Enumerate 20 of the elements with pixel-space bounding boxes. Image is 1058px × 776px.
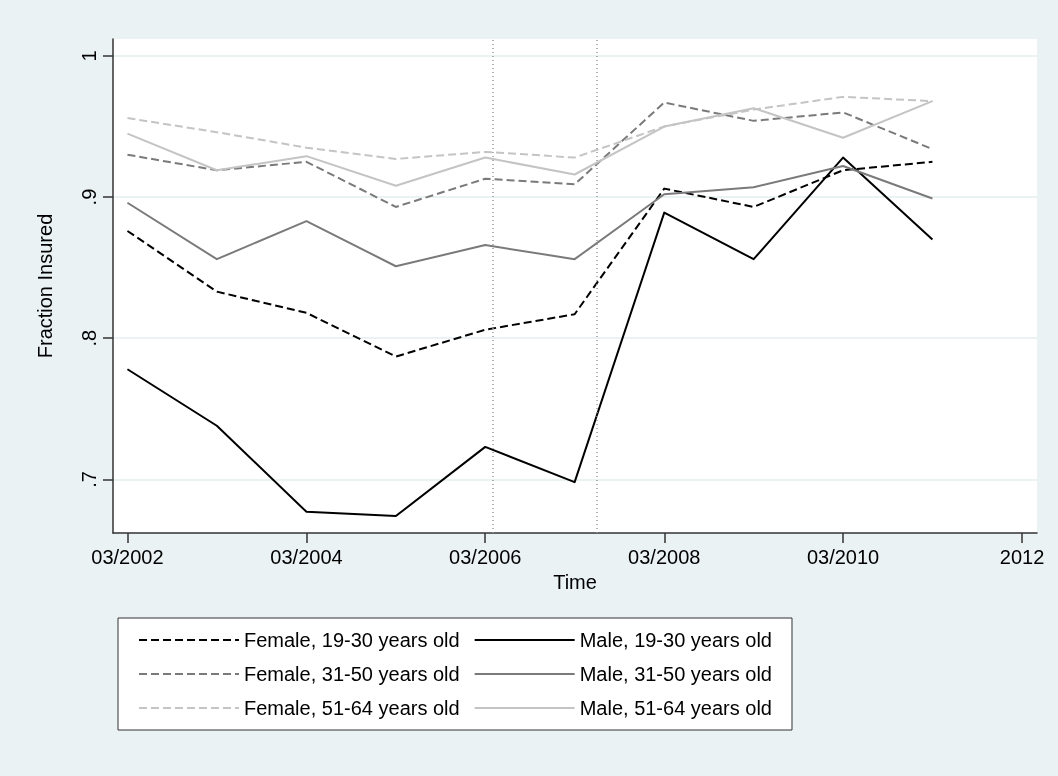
x-tick-label: 03/2002 bbox=[91, 546, 164, 568]
line-series bbox=[126, 156, 934, 518]
y-axis-title: Fraction Insured bbox=[34, 213, 56, 359]
x-tick-label: 2012 bbox=[999, 546, 1045, 568]
legend-label: Male, 51-64 years old bbox=[579, 697, 772, 719]
legend-label: Male, 31-50 years old bbox=[579, 663, 772, 685]
y-tick-label: .7 bbox=[78, 471, 100, 488]
x-tick-label: 03/2006 bbox=[449, 546, 522, 568]
legend-label: Female, 19-30 years old bbox=[244, 629, 460, 651]
legend-label: Female, 51-64 years old bbox=[244, 697, 460, 719]
legend-label: Male, 19-30 years old bbox=[579, 629, 772, 651]
x-axis-title: Time bbox=[553, 570, 597, 593]
line-series bbox=[126, 165, 934, 268]
y-tick-label: 1 bbox=[78, 50, 100, 62]
x-tick-label: 03/2010 bbox=[806, 546, 880, 568]
y-tick-label: .9 bbox=[78, 188, 100, 206]
x-tick-label: 03/2004 bbox=[270, 546, 343, 568]
y-tick-label: .8 bbox=[78, 329, 100, 347]
legend-label: Female, 31-50 years old bbox=[244, 663, 460, 685]
x-tick-label: 03/2008 bbox=[628, 546, 701, 568]
